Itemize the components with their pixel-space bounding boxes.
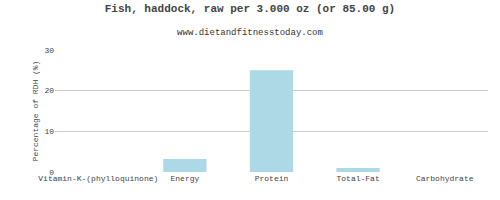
svg-text:Percentage of RDH (%): Percentage of RDH (%) <box>31 61 40 162</box>
svg-text:0: 0 <box>49 168 54 177</box>
svg-text:Carbohydrate: Carbohydrate <box>416 174 474 183</box>
svg-text:Fish, haddock, raw per 3.000 o: Fish, haddock, raw per 3.000 oz (or 85.0… <box>105 3 395 15</box>
svg-text:20: 20 <box>44 86 54 95</box>
svg-text:30: 30 <box>44 46 54 55</box>
svg-text:Protein: Protein <box>255 174 289 183</box>
svg-text:www.dietandfitnesstoday.com: www.dietandfitnesstoday.com <box>177 28 323 38</box>
svg-text:Vitamin-K-(phylloquinone): Vitamin-K-(phylloquinone) <box>38 174 158 183</box>
svg-text:Total-Fat: Total-Fat <box>336 174 379 183</box>
svg-text:10: 10 <box>44 127 54 136</box>
svg-text:Energy: Energy <box>170 174 199 183</box>
